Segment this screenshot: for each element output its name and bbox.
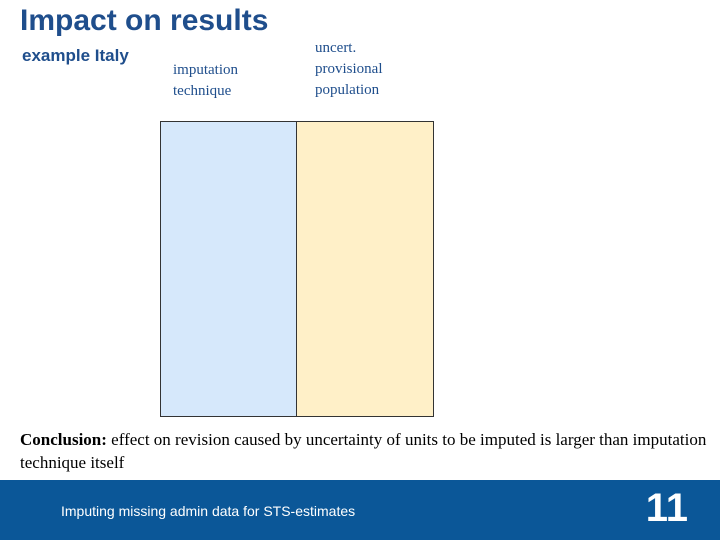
column-label-line: imputation <box>173 62 238 78</box>
conclusion-text: Conclusion: effect on revision caused by… <box>20 428 710 474</box>
column-label-line: population <box>315 82 380 98</box>
column-label-line: technique <box>173 83 232 99</box>
column-label-imputation-technique: imputation technique <box>173 60 238 102</box>
slide-subtitle: example Italy <box>22 46 129 65</box>
comparison-frame <box>160 121 434 417</box>
footer-bar: Imputing missing admin data for STS-esti… <box>0 480 720 540</box>
column-label-line: provisional <box>315 61 383 77</box>
footer-text: Imputing missing admin data for STS-esti… <box>61 503 356 519</box>
conclusion-lead: Conclusion: <box>20 430 107 449</box>
page-number: 11 <box>645 486 688 530</box>
conclusion-body: effect on revision caused by uncertainty… <box>20 430 707 472</box>
uncertainty-population-bar <box>297 122 433 416</box>
imputation-technique-bar <box>161 122 297 416</box>
column-label-uncert-provisional-population: uncert. provisional population <box>315 38 383 101</box>
slide-title: Impact on results <box>20 4 269 37</box>
column-label-line: uncert. <box>315 40 357 56</box>
